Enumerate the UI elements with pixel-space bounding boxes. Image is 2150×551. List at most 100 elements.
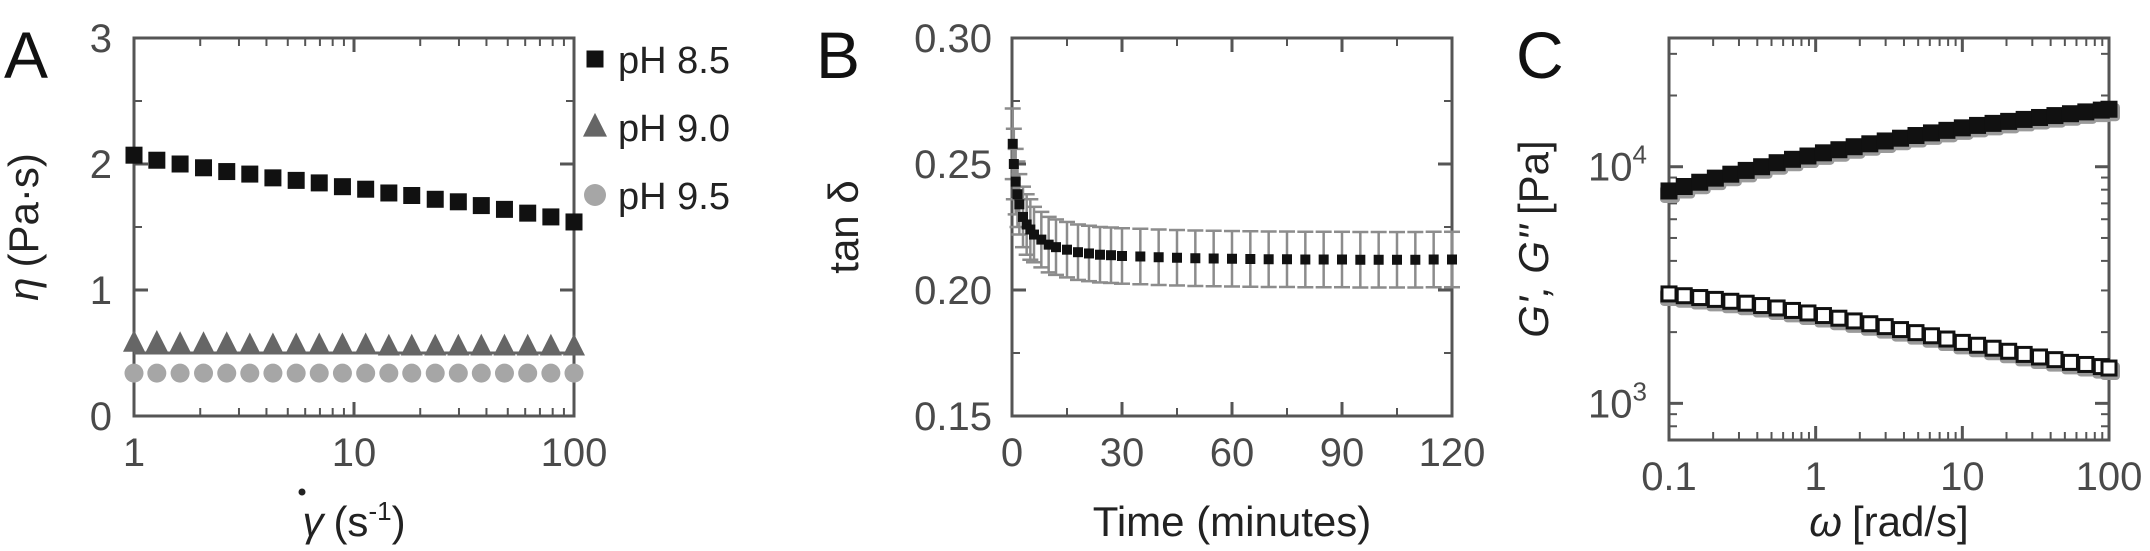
panel-b-point [1373,254,1384,265]
panel-a-ytick-label: 3 [90,17,112,61]
panel-b-point [1043,239,1054,250]
panel-a-xlabel-close: ) [392,498,406,545]
panel-a-point-ph9.0 [261,332,284,355]
panel-b-point [1007,138,1018,149]
panel-c-point-gprime [2015,110,2033,128]
panel-b-point [1245,254,1256,265]
panel-b-point [1263,254,1274,265]
panel-a-point-ph9.5 [494,363,514,383]
panel-c-point-gdoubleprime [2077,355,2095,373]
panel-b-xtick-label: 60 [1210,431,1255,475]
panel-c-point-gprime [1783,150,1801,168]
panel-a-point-ph9.5 [425,363,445,383]
panel-a-point-ph9.5 [240,363,260,383]
panel-a-point-ph9.0 [308,332,331,355]
panel-c-ytick-base: 10 [1588,382,1633,426]
panel-b-point [1012,189,1023,200]
panel-c-point-gprime [2000,112,2018,130]
panel-c-letter: C [1516,18,1564,92]
panel-c-point-gprime [1753,158,1771,176]
panel-b-xtick-label: 0 [1001,431,1023,475]
panel-a-point-ph9.5 [356,363,376,383]
panel-b-xtick-label: 30 [1100,431,1145,475]
panel-c-point-gdoubleprime [1876,318,1894,336]
panel-c-point-gprime [2061,105,2079,123]
panel-c-point-gdoubleprime [1845,312,1863,330]
panel-a-letter: A [4,18,48,92]
panel-c-point-gprime [1722,165,1740,183]
panel-a-point-ph9.0 [400,333,423,356]
panel-a-point-ph9.0 [192,331,215,353]
panel-c-point-gdoubleprime [1953,333,1971,351]
panel-b-point [1117,250,1127,261]
panel-a-point-ph9.0 [377,333,400,356]
panel-c-point-gprime [1953,119,1971,137]
panel-a-point-ph8.5 [542,208,560,226]
panel-a-point-ph8.5 [125,146,143,164]
panel-b-point [1227,253,1237,264]
panel-a-point-ph9.5 [564,363,584,383]
panel-a-ytick-label: 0 [90,395,112,439]
panel-c-point-gdoubleprime [2015,345,2033,363]
panel-a-point-ph9.5 [124,363,144,383]
panel-b-ytick-label: 0.25 [914,143,992,187]
panel-a-ylabel-symbol: η [0,278,47,301]
panel-b-point [1355,254,1366,265]
panel-b-ylabel: tan δ [820,180,867,273]
panel-a-point-ph8.5 [333,178,351,196]
panel-b-point [1014,199,1025,210]
legend-marker-ph9.5 [584,184,606,206]
panel-b-point [1025,224,1036,235]
panel-b-xlabel: Time (minutes) [1093,498,1371,545]
panel-c-point-gdoubleprime [1861,315,1879,333]
panel-c-point-gprime [1845,138,1863,156]
panel-b-ytick-label: 0.15 [914,395,992,439]
panel-a-point-ph9.5 [263,363,283,383]
panel-c-point-gprime [1892,129,1910,147]
legend-label-ph9.5: pH 9.5 [618,176,730,218]
panel-a-point-ph9.0 [424,333,447,356]
panel-c-xtick-label: 0.1 [1641,455,1697,499]
panel-c-ytick-base: 10 [1588,146,1633,190]
panel-c-point-gdoubleprime [1830,309,1848,327]
panel-a-point-ph9.5 [471,363,491,383]
panel-b-point [1051,242,1061,253]
panel-b-point [1337,254,1347,265]
panel-c-point-gprime [1830,141,1848,159]
panel-b: B 0 30 60 90 120 0.15 0.20 0.25 0.30 tan δ Time … [816,17,1485,545]
panel-c-xtick-label: 1 [1805,455,1827,499]
panel-c-ytick-exp: 3 [1633,376,1647,406]
panel-a-point-ph9.0 [563,333,585,356]
panel-c-point-gprime [2046,107,2064,125]
panel-c-point-gdoubleprime [1722,292,1740,310]
panel-a-legend: pH 8.5 pH 9.0 pH 9.5 [583,40,730,218]
panel-a-point-ph9.0 [169,331,192,353]
panel-a-point-ph8.5 [148,151,166,169]
panel-a-point-ph8.5 [218,163,236,181]
panel-c-ytick-label: 103 [1588,376,1647,426]
panel-b-point [1106,250,1116,261]
panel-c-xtick-label: 10 [1940,455,1985,499]
panel-c-point-gdoubleprime [2046,351,2064,369]
panel-a-xlabel-unit: (s [333,498,368,545]
panel-c-ylabel: G', G'' [Pa] [1510,140,1557,337]
panel-a-point-ph8.5 [449,193,467,211]
panel-a-point-ph9.5 [448,363,468,383]
panel-a-point-ph8.5 [495,200,513,218]
panel-b-point [1010,176,1021,187]
panel-a-point-ph9.0 [539,333,562,356]
panel-b-ytick-label: 0.20 [914,269,992,313]
panel-b-point [1447,254,1457,265]
panel-a-point-ph9.5 [309,363,329,383]
panel-a-point-ph8.5 [310,174,328,192]
panel-a-point-ph9.0 [215,331,238,353]
panel-c-point-gdoubleprime [1907,324,1925,342]
panel-c-point-gdoubleprime [2061,353,2079,371]
panel-c-point-gprime [1969,116,1987,134]
legend-label-ph8.5: pH 8.5 [618,40,730,82]
panel-b-ticks: 0 30 60 90 120 0.15 0.20 0.25 0.30 [914,17,1485,475]
panel-b-point [1008,159,1019,169]
